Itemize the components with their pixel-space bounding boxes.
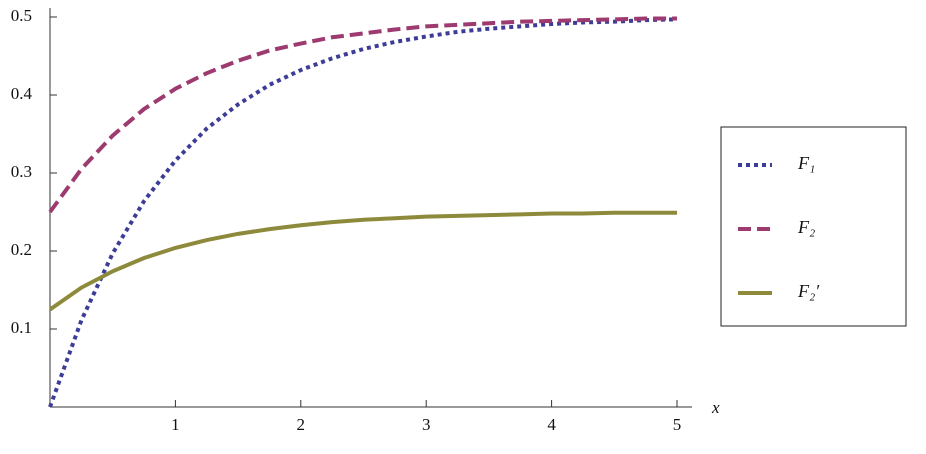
line-series [48, 210, 677, 312]
y-tick-label: 0.3 [11, 162, 32, 181]
x-tick-label: 1 [171, 415, 180, 434]
legend-label: F₁ [797, 153, 815, 173]
legend-label: F₂′ [797, 281, 820, 301]
x-tick-label: 5 [673, 415, 682, 434]
y-tick-label: 0.1 [11, 318, 32, 337]
x-axis-label: x [711, 398, 720, 417]
legend-label: F₂ [797, 217, 815, 237]
legend-box [720, 126, 907, 327]
y-tick-label: 0.2 [11, 240, 32, 259]
y-tick-label: 0.5 [11, 6, 32, 25]
x-tick-label: 2 [297, 415, 306, 434]
y-tick-label: 0.4 [11, 84, 33, 103]
line-series [48, 16, 677, 214]
x-tick-label: 3 [422, 415, 431, 434]
x-tick-label: 4 [547, 415, 556, 434]
